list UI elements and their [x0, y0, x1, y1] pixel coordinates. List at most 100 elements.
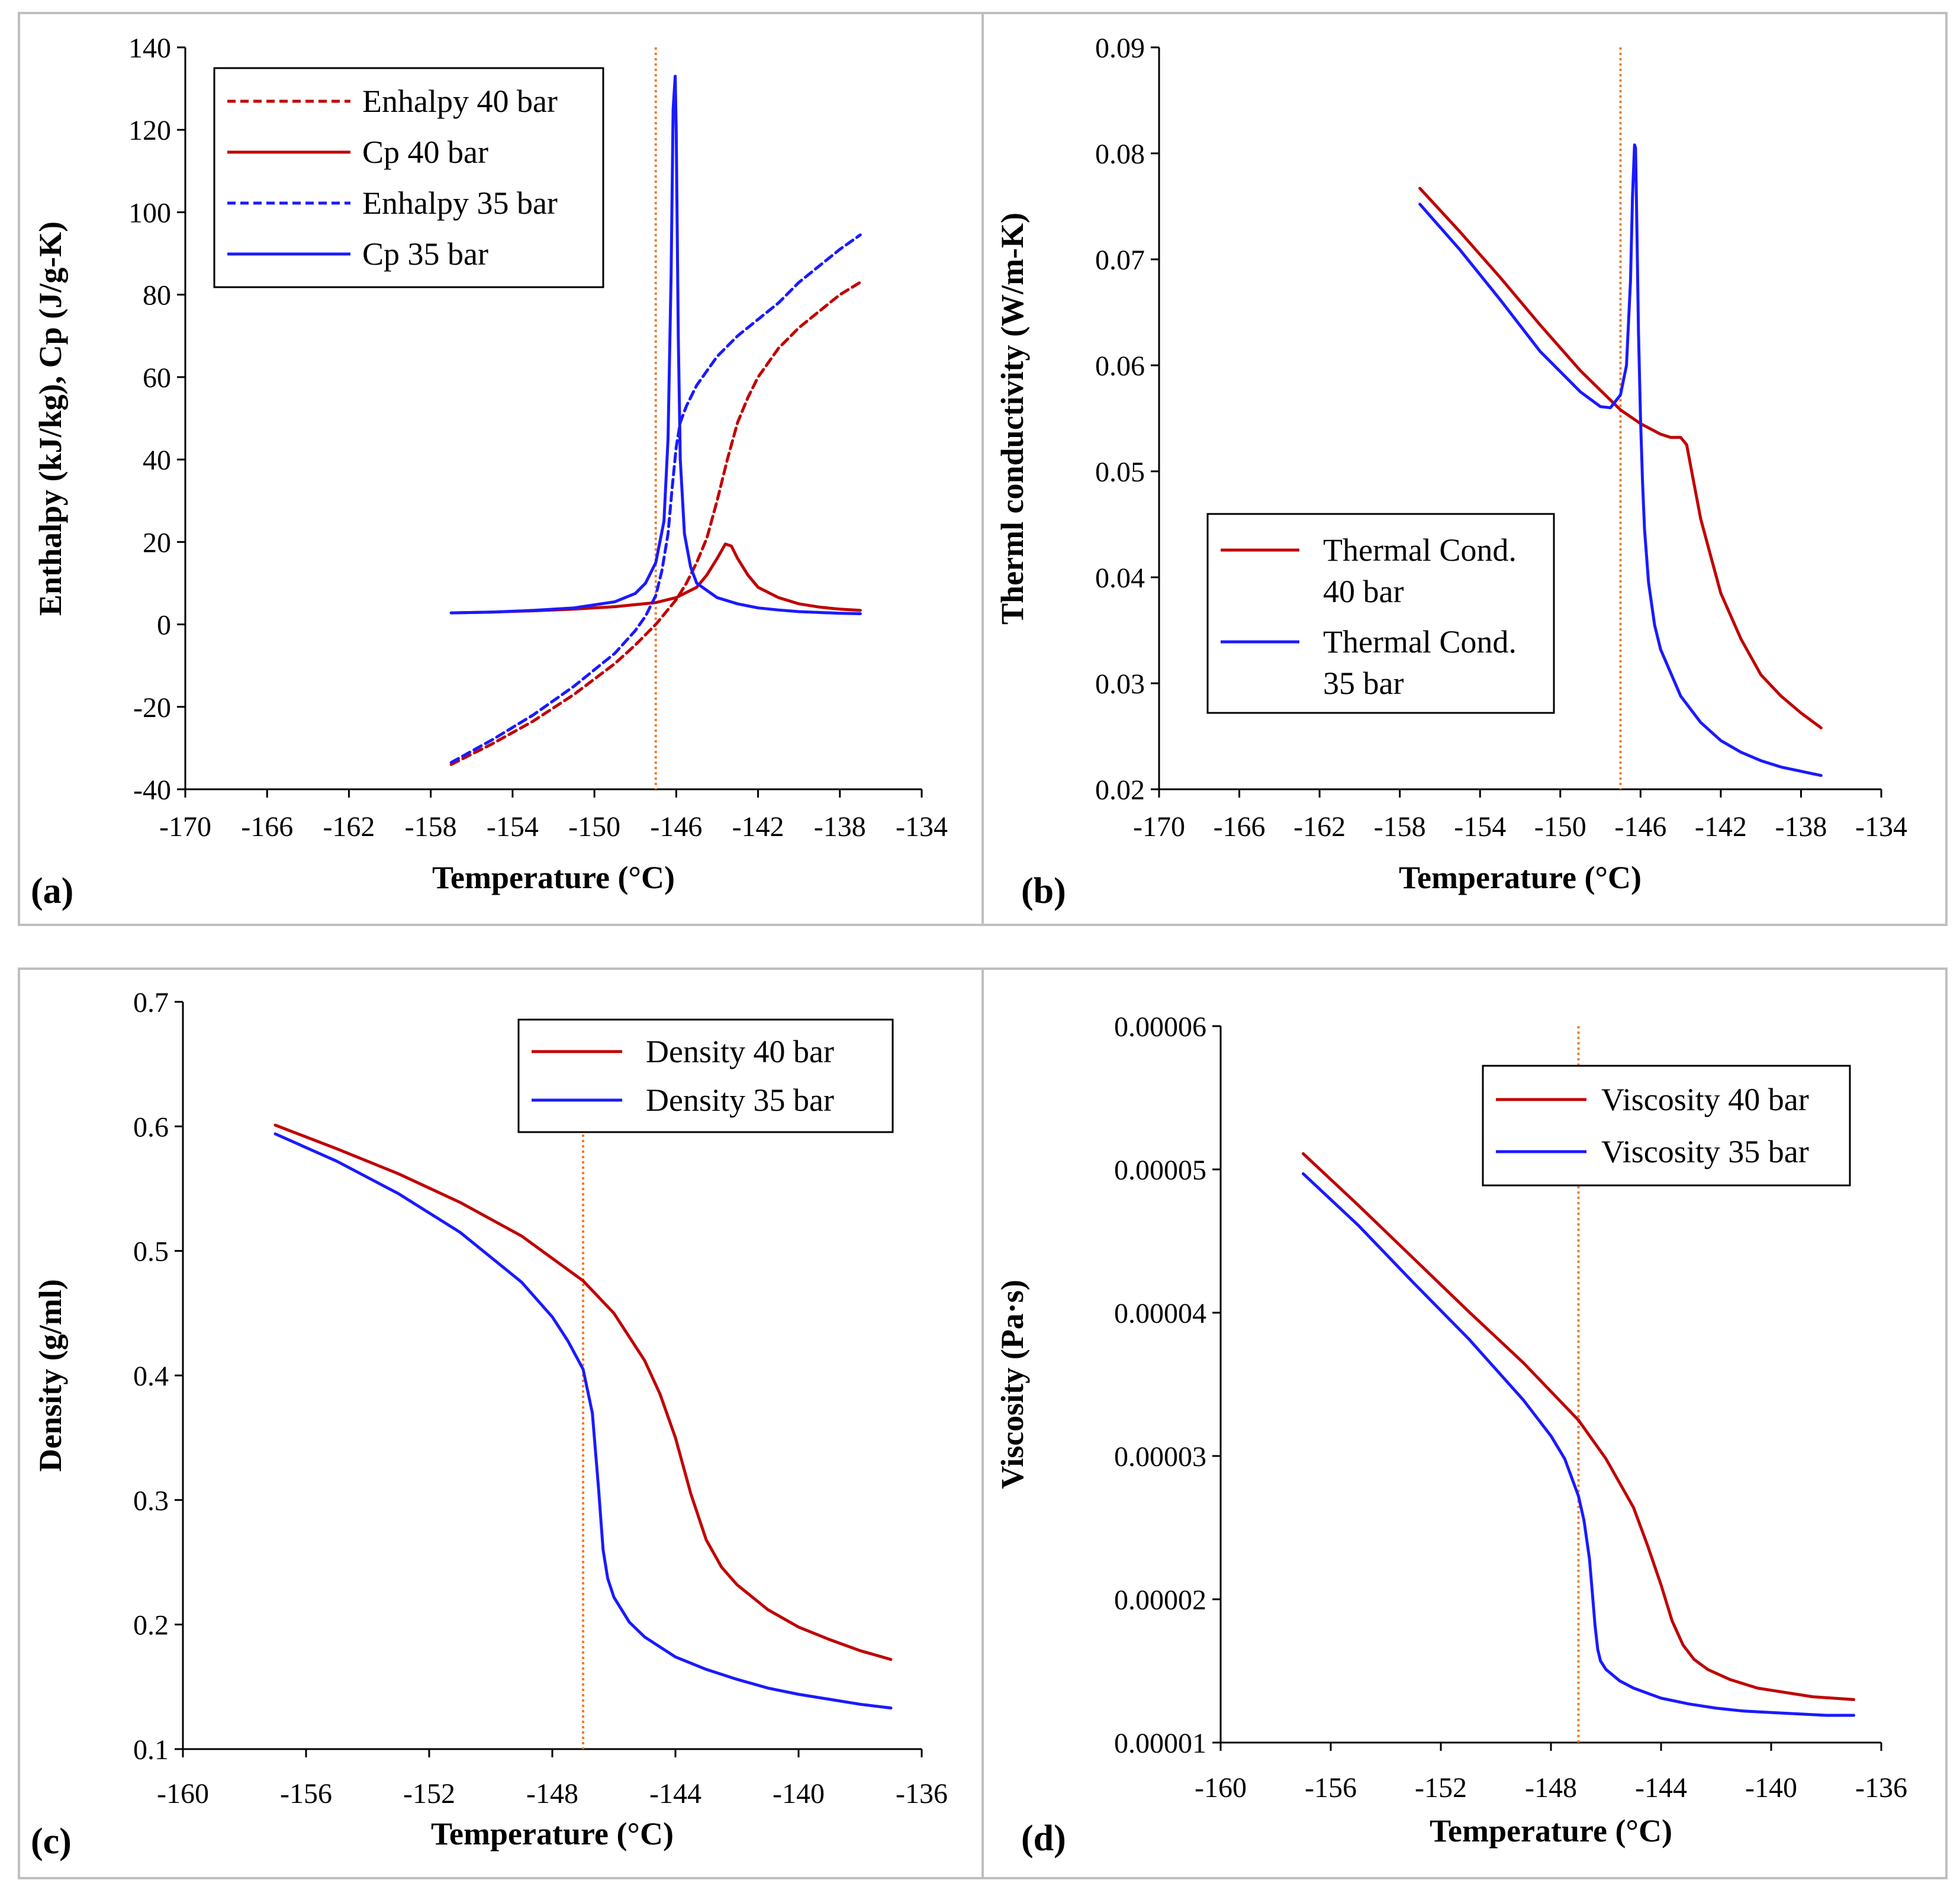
x-axis-title: Temperature (°C): [431, 1816, 674, 1852]
y-tick-label: 0.1: [133, 1734, 169, 1766]
y-axis-title: Enthalpy (kJ/kg), Cp (J/g-K): [33, 221, 68, 616]
series-line-2: [1302, 1172, 1855, 1717]
panel-label: (c): [31, 1821, 72, 1862]
y-tick-label: 0.08: [1095, 139, 1145, 170]
x-axis-title: Temperature (°C): [1399, 860, 1642, 895]
y-tick-label: 0.00005: [1114, 1155, 1206, 1186]
x-tick-label: -146: [650, 811, 702, 843]
x-tick-label: -134: [896, 811, 948, 843]
legend-box: [213, 67, 604, 288]
x-tick-label: -134: [1855, 811, 1907, 843]
panel-label: (b): [1021, 871, 1066, 911]
y-tick-label: 0.03: [1095, 668, 1145, 700]
x-tick-label: -166: [241, 811, 293, 843]
y-tick-label: 100: [128, 197, 171, 229]
chart-panel-a: -40 -20 0 20 40 60 80 100 120 140 -170 -166 -162 -158…: [31, 33, 948, 911]
x-tick-label: -148: [1525, 1772, 1577, 1804]
legend-label: 40 bar: [1323, 574, 1404, 609]
legend-label: Enhalpy 35 bar: [362, 185, 558, 221]
x-tick-label: -152: [1415, 1772, 1467, 1804]
y-tick-label: 0.00002: [1114, 1584, 1206, 1616]
y-tick-label: 0.5: [133, 1236, 169, 1268]
y-tick-label: 0.04: [1095, 562, 1145, 594]
y-tick-label: 20: [143, 527, 171, 558]
y-tick-label: 0.07: [1095, 245, 1145, 276]
x-tick-label: -150: [568, 811, 620, 843]
x-tick-label: -146: [1614, 811, 1666, 843]
series-line-2: [273, 1132, 893, 1710]
series-line-1: [273, 1123, 893, 1661]
x-tick-label: -136: [896, 1778, 948, 1809]
y-tick-label: 140: [128, 33, 171, 64]
y-tick-label: 40: [143, 445, 171, 476]
x-tick-label: -170: [1133, 811, 1185, 843]
series-line-1: [449, 281, 862, 766]
series-line-1: [1302, 1152, 1855, 1701]
y-axis-title: Density (g/ml): [33, 1279, 68, 1471]
x-tick-label: -136: [1855, 1772, 1907, 1804]
panel-label: (d): [1021, 1818, 1066, 1859]
y-tick-label: -20: [133, 692, 171, 724]
series-line-3: [449, 233, 862, 764]
x-tick-label: -140: [1745, 1772, 1797, 1804]
y-tick-label: 0: [157, 610, 171, 641]
legend-label: Cp 40 bar: [362, 134, 488, 170]
y-tick-label: 0.3: [133, 1485, 169, 1516]
x-tick-label: -158: [1374, 811, 1426, 843]
y-tick-label: 0.6: [133, 1111, 169, 1143]
legend-box: [517, 1018, 894, 1133]
y-tick-label: 0.02: [1095, 774, 1145, 806]
y-tick-label: 0.00003: [1114, 1441, 1206, 1473]
legend-box: [1482, 1065, 1851, 1187]
x-tick-label: -144: [649, 1778, 701, 1809]
y-tick-label: 0.00004: [1114, 1298, 1206, 1329]
x-tick-label: -138: [814, 811, 866, 843]
x-tick-label: -154: [487, 811, 539, 843]
panel-label: (a): [31, 871, 73, 911]
chart-panel-b: 0.02 0.03 0.04 0.05 0.06 0.07 0.08 0.09 -170 -166…: [995, 33, 1907, 911]
y-tick-label: 60: [143, 362, 171, 394]
x-tick-label: -162: [323, 811, 375, 843]
legend-label: Enhalpy 40 bar: [362, 83, 558, 119]
x-tick-label: -152: [403, 1778, 455, 1809]
x-tick-label: -144: [1635, 1772, 1687, 1804]
y-tick-label: 80: [143, 280, 171, 311]
x-tick-label: -148: [526, 1778, 578, 1809]
y-tick-label: 0.09: [1095, 33, 1145, 64]
legend-label: Density 40 bar: [646, 1034, 834, 1069]
x-tick-label: -142: [1695, 811, 1747, 843]
panel-frame-b: [981, 12, 1948, 926]
y-tick-label: 0.7: [133, 987, 169, 1018]
x-axis-title: Temperature (°C): [432, 860, 675, 895]
x-axis-title: Temperature (°C): [1430, 1813, 1672, 1849]
y-tick-label: 120: [128, 115, 171, 146]
y-tick-label: 0.00001: [1114, 1728, 1206, 1759]
y-axis-title: Viscosity (Pa·s): [995, 1280, 1030, 1489]
y-axis-title: Therml conductivity (W/m-K): [995, 213, 1030, 625]
series-line-2: [449, 542, 862, 615]
chart-panel-d: 0.00001 0.00002 0.00003 0.00004 0.00005 0.000…: [995, 1011, 1907, 1859]
legend-label: Thermal Cond.: [1323, 624, 1517, 660]
legend-label: Viscosity 40 bar: [1601, 1082, 1809, 1117]
series-line-2: [1418, 143, 1823, 777]
legend-label: Viscosity 35 bar: [1601, 1134, 1809, 1169]
x-tick-label: -156: [280, 1778, 332, 1809]
legend-label: Density 35 bar: [646, 1082, 834, 1118]
legend-label: 35 bar: [1323, 666, 1404, 701]
x-tick-label: -140: [773, 1778, 825, 1809]
x-tick-label: -158: [405, 811, 457, 843]
series-line-4: [449, 75, 862, 615]
legend-box: [1206, 513, 1555, 714]
y-tick-label: -40: [133, 774, 171, 806]
legend-label: Thermal Cond.: [1323, 532, 1517, 568]
y-tick-label: 0.00006: [1114, 1011, 1206, 1043]
y-tick-label: 0.2: [133, 1610, 169, 1641]
x-tick-label: -138: [1775, 811, 1827, 843]
y-tick-label: 0.06: [1095, 351, 1145, 382]
chart-panel-c: 0.1 0.2 0.3 0.4 0.5 0.6 0.7 -160 -156 -152 -148 -14…: [31, 987, 948, 1862]
x-tick-label: -162: [1293, 811, 1346, 843]
x-tick-label: -170: [159, 811, 211, 843]
x-tick-label: -160: [1195, 1772, 1247, 1804]
series-line-1: [1418, 187, 1823, 729]
